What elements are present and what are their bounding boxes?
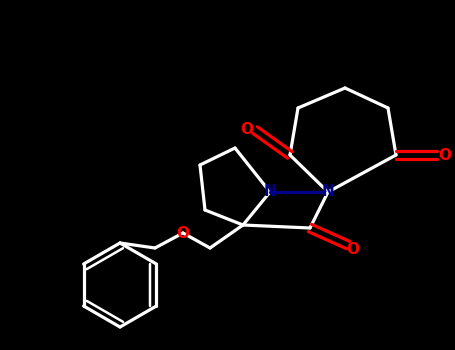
Text: N: N bbox=[263, 184, 276, 200]
Text: O: O bbox=[241, 122, 253, 138]
Text: N: N bbox=[322, 184, 334, 200]
Text: O: O bbox=[439, 147, 451, 162]
Text: O: O bbox=[347, 243, 359, 258]
Text: O: O bbox=[177, 225, 189, 240]
